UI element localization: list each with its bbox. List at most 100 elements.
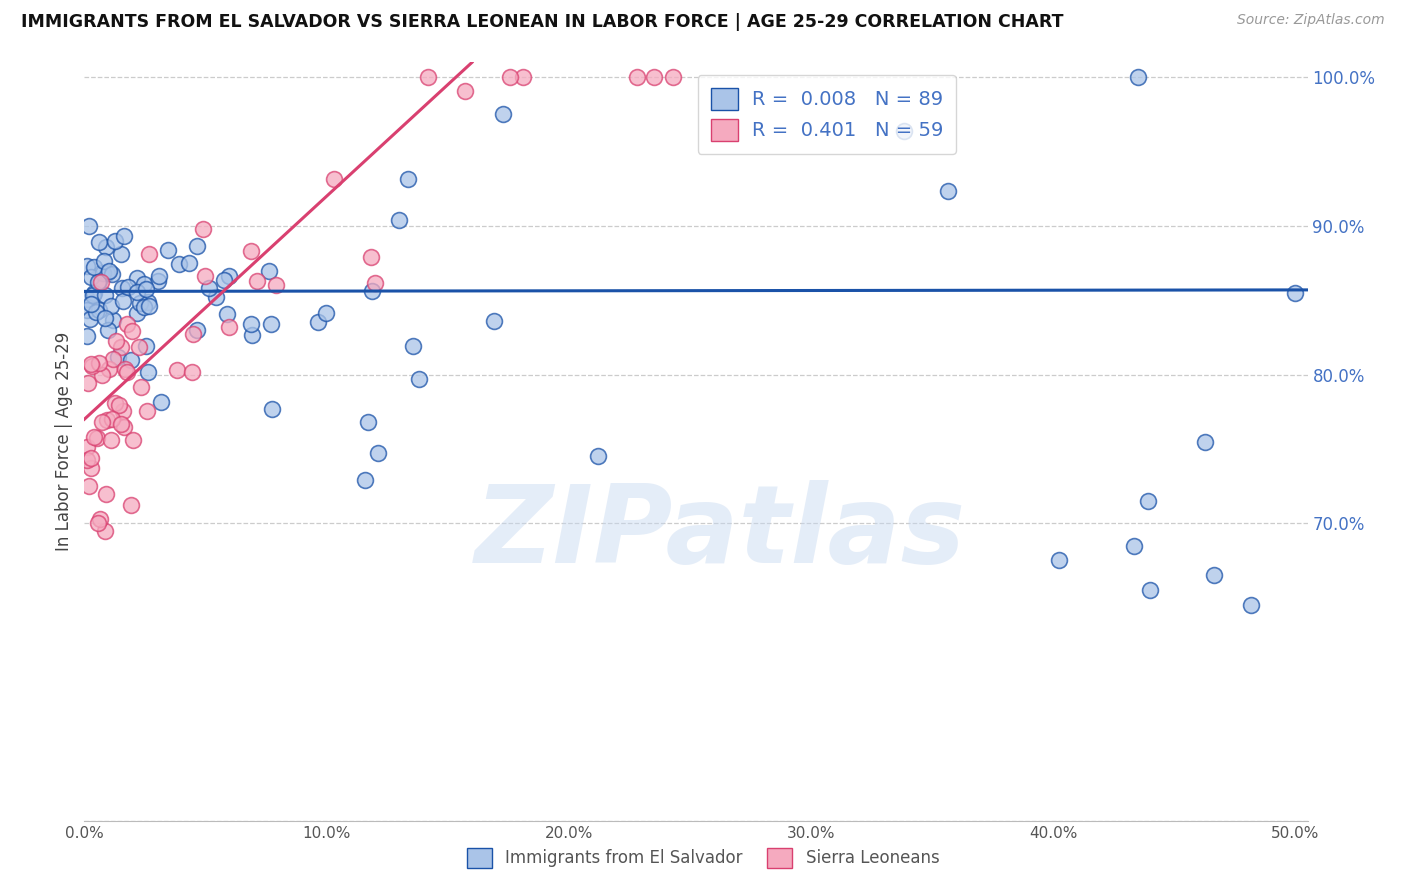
Point	[117, 280, 139, 294]
Point	[128, 296, 150, 310]
Point	[82, 359, 104, 373]
Point	[262, 401, 284, 416]
Point	[214, 273, 236, 287]
Point	[79, 357, 101, 371]
Point	[134, 277, 156, 291]
Point	[242, 328, 264, 343]
Point	[177, 256, 200, 270]
Point	[101, 313, 124, 327]
Point	[364, 277, 387, 291]
Point	[76, 303, 98, 318]
Point	[101, 411, 124, 425]
Point	[121, 324, 143, 338]
Point	[418, 70, 440, 85]
Point	[181, 327, 204, 342]
Point	[115, 365, 138, 379]
Point	[186, 322, 208, 336]
Text: Source: ZipAtlas.com: Source: ZipAtlas.com	[1237, 13, 1385, 28]
Point	[94, 524, 117, 538]
Point	[1047, 553, 1070, 567]
Point	[104, 334, 127, 348]
Point	[1123, 539, 1146, 553]
Point	[367, 446, 389, 460]
Point	[246, 275, 269, 289]
Point	[512, 70, 534, 85]
Point	[492, 107, 515, 121]
Point	[215, 307, 238, 321]
Point	[91, 266, 114, 280]
Point	[80, 460, 103, 475]
Point	[94, 311, 117, 326]
Point	[180, 365, 202, 379]
Point	[110, 417, 132, 431]
Point	[125, 271, 148, 285]
Point	[218, 268, 240, 283]
Point	[100, 434, 122, 448]
Point	[87, 302, 110, 317]
Point	[135, 339, 157, 353]
Point	[257, 263, 280, 277]
Point	[83, 260, 105, 274]
Point	[135, 404, 157, 418]
Point	[134, 300, 156, 314]
Point	[138, 299, 160, 313]
Point	[96, 486, 118, 500]
Point	[90, 275, 112, 289]
Point	[499, 70, 522, 85]
Point	[112, 294, 135, 309]
Point	[107, 350, 129, 364]
Point	[360, 250, 382, 264]
Point	[111, 281, 134, 295]
Point	[87, 275, 110, 289]
Point	[83, 286, 105, 301]
Text: IMMIGRANTS FROM EL SALVADOR VS SIERRA LEONEAN IN LABOR FORCE | AGE 25-29 CORRELA: IMMIGRANTS FROM EL SALVADOR VS SIERRA LE…	[21, 13, 1063, 31]
Point	[166, 363, 188, 377]
Point	[101, 351, 124, 366]
Point	[323, 172, 346, 186]
Point	[91, 368, 114, 382]
Point	[89, 512, 111, 526]
Point	[100, 300, 122, 314]
Point	[86, 305, 108, 319]
Point	[626, 70, 648, 85]
Point	[194, 268, 217, 283]
Point	[1284, 285, 1306, 300]
Point	[396, 172, 419, 186]
Point	[198, 280, 221, 294]
Point	[120, 352, 142, 367]
Point	[82, 288, 104, 302]
Point	[117, 317, 139, 331]
Point	[402, 339, 425, 353]
Point	[167, 257, 190, 271]
Point	[89, 273, 111, 287]
Point	[218, 320, 240, 334]
Point	[110, 340, 132, 354]
Point	[1126, 70, 1149, 85]
Point	[76, 292, 98, 306]
Point	[239, 244, 262, 259]
Point	[112, 420, 135, 434]
Point	[112, 404, 135, 418]
Point	[240, 318, 263, 332]
Point	[1136, 494, 1159, 508]
Point	[588, 450, 610, 464]
Point	[259, 317, 281, 331]
Point	[96, 240, 118, 254]
Point	[388, 213, 411, 227]
Point	[138, 247, 160, 261]
Legend: R =  0.008   N = 89, R =  0.401   N = 59: R = 0.008 N = 89, R = 0.401 N = 59	[697, 75, 956, 153]
Point	[83, 429, 105, 443]
Point	[93, 254, 115, 268]
Point	[149, 394, 172, 409]
Point	[86, 431, 108, 445]
Point	[108, 398, 131, 412]
Point	[357, 415, 380, 429]
Point	[136, 294, 159, 309]
Point	[127, 306, 149, 320]
Point	[354, 473, 377, 487]
Point	[1194, 434, 1216, 449]
Point	[135, 282, 157, 296]
Point	[96, 266, 118, 280]
Point	[112, 228, 135, 243]
Point	[76, 441, 98, 455]
